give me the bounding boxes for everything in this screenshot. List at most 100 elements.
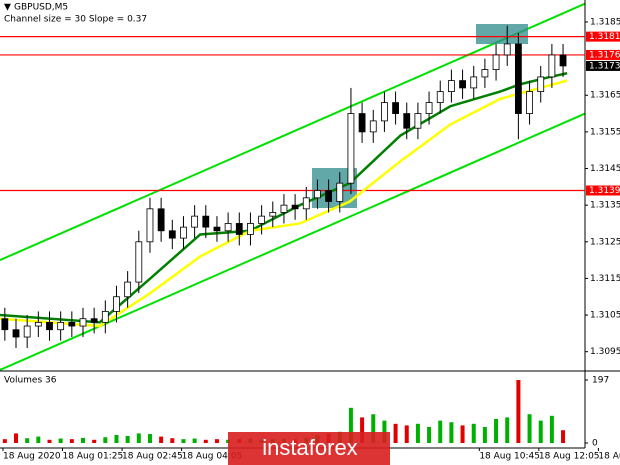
volume-bar <box>69 439 74 443</box>
chart-subtitle: Channel size = 30 Slope = 0.37 <box>4 15 147 25</box>
candle-body <box>135 241 143 283</box>
candle-body <box>314 190 321 199</box>
volume-bar <box>80 437 85 443</box>
volume-bar <box>360 417 365 443</box>
volume-bar <box>25 438 30 443</box>
y-tick-label: 1.3155 <box>590 127 620 137</box>
volume-bar <box>348 407 353 443</box>
volume-bar <box>460 425 465 443</box>
y-tick-label: 1.3115 <box>590 274 620 284</box>
y-tick-label: 1.3135 <box>590 201 620 211</box>
candle-body <box>247 223 254 235</box>
candle-body <box>336 182 344 202</box>
level-label-box <box>586 31 620 42</box>
y-tick-label: 1.3145 <box>590 164 620 174</box>
candle-body <box>1 318 9 331</box>
candle-body <box>358 113 366 133</box>
x-tick-label: 18 Aug 13:25 <box>598 452 620 462</box>
candle-body <box>392 102 399 114</box>
candle-body <box>224 223 232 232</box>
candle-body <box>90 318 98 323</box>
candle-body <box>46 321 53 331</box>
volume-bar <box>527 414 532 443</box>
candle-body <box>492 54 500 71</box>
candle-body <box>503 43 511 56</box>
candle-body <box>113 296 120 312</box>
volume-bar <box>449 422 454 443</box>
x-tick-label: 18 Aug 02:45 <box>122 452 183 462</box>
moving-average <box>0 79 568 328</box>
volume-bar <box>427 427 432 443</box>
volume-bar <box>382 420 387 443</box>
y-tick-label: 1.3185 <box>590 17 620 27</box>
collapse-icon: ▼ <box>4 3 11 13</box>
volume-bar <box>438 420 443 443</box>
volume-tick-label: 0 <box>592 439 598 449</box>
candle-body <box>168 230 176 239</box>
candle-body <box>425 102 433 114</box>
candle-body <box>481 69 489 78</box>
candle-body <box>213 226 221 232</box>
candle-body <box>68 321 76 327</box>
candle-body <box>12 329 20 338</box>
volume-bar <box>203 439 208 443</box>
volume-bar <box>192 438 197 443</box>
level-label: 1.3181 <box>589 32 620 42</box>
candle-body <box>269 212 277 217</box>
candle-body <box>403 113 411 129</box>
last-price-box <box>586 60 620 71</box>
volume-bar <box>58 438 63 443</box>
x-tick-label: 18 Aug 2020 <box>3 452 61 462</box>
volume-bar <box>471 423 476 443</box>
watermark: instaforex <box>262 435 357 460</box>
volume-bar <box>214 439 219 443</box>
y-tick-label: 1.3105 <box>590 311 620 321</box>
volume-bar <box>393 423 398 443</box>
volume-bar <box>516 380 521 443</box>
x-tick-label: 18 Aug 04:05 <box>182 452 243 462</box>
candle-body <box>202 215 210 228</box>
x-tick-label: 18 Aug 01:25 <box>63 452 124 462</box>
candle-body <box>559 54 567 67</box>
candle-body <box>459 80 466 89</box>
candle-body <box>381 102 388 122</box>
candle-body <box>79 318 87 327</box>
candle-body <box>235 223 243 235</box>
candle-body <box>369 120 377 133</box>
volume-label: Volumes 36 <box>4 376 57 386</box>
candle-body <box>101 310 109 323</box>
volume-bar <box>147 434 152 443</box>
candle-body <box>180 226 187 239</box>
level-label: 1.3176 <box>589 50 620 60</box>
watermark-box <box>228 432 390 465</box>
candle-body <box>124 281 132 298</box>
volume-bar <box>538 420 543 443</box>
volume-bar <box>549 415 554 443</box>
volume-bar <box>136 433 141 443</box>
candle-body <box>325 190 332 202</box>
candle-body <box>526 91 533 114</box>
candle-body <box>23 325 31 338</box>
candle-body <box>191 215 199 228</box>
volume-bar <box>170 438 175 443</box>
y-tick-label: 1.3125 <box>590 237 620 247</box>
volume-bar <box>181 439 186 443</box>
volume-bar <box>14 433 19 443</box>
y-tick-label: 1.3165 <box>590 91 620 101</box>
level-label: 1.3139 <box>589 186 620 196</box>
candle-body <box>537 76 545 92</box>
candle-body <box>280 204 288 213</box>
volume-bar <box>415 423 420 443</box>
candle-body <box>258 215 266 224</box>
last-price-label: 1.3173 <box>589 61 620 71</box>
chart-title: GBPUSD,M5 <box>14 3 68 13</box>
channel-line <box>0 2 586 262</box>
candle-body <box>436 91 444 103</box>
volume-bar <box>482 427 487 443</box>
candle-body <box>34 321 42 327</box>
channel-line <box>0 112 586 371</box>
level-label-box <box>586 185 620 196</box>
candle-body <box>57 321 65 331</box>
candle-body <box>414 113 422 129</box>
